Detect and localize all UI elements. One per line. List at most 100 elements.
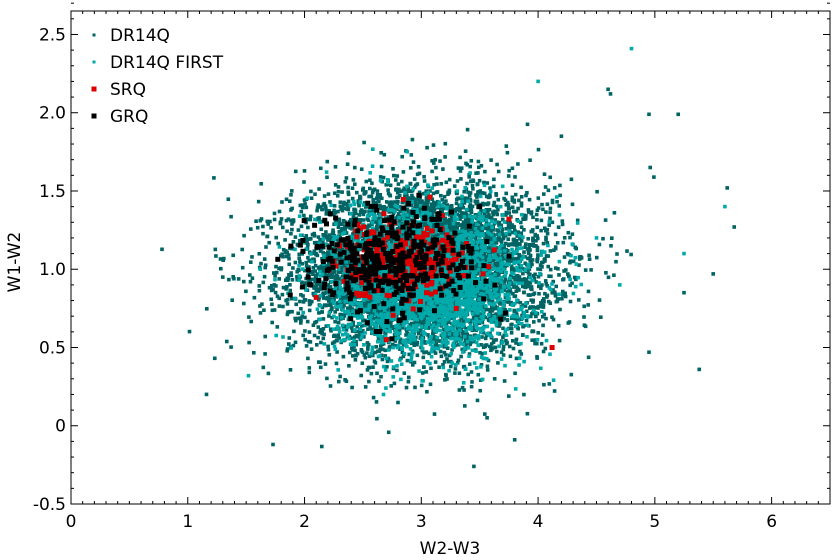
data-point bbox=[548, 267, 553, 272]
data-point bbox=[415, 353, 420, 358]
data-point bbox=[513, 175, 517, 179]
data-point bbox=[355, 334, 360, 338]
data-point bbox=[540, 333, 545, 337]
data-point bbox=[308, 217, 312, 222]
data-point bbox=[434, 319, 439, 323]
data-point bbox=[554, 299, 559, 304]
data-point bbox=[319, 340, 323, 345]
data-point bbox=[281, 304, 285, 309]
data-point bbox=[558, 183, 562, 188]
data-point bbox=[303, 202, 307, 206]
data-point bbox=[314, 251, 318, 256]
data-point bbox=[212, 176, 216, 180]
data-point bbox=[582, 304, 586, 309]
data-point bbox=[531, 236, 535, 241]
data-point bbox=[338, 204, 343, 209]
data-point bbox=[471, 316, 476, 320]
data-point bbox=[502, 316, 507, 321]
data-point bbox=[535, 208, 540, 212]
data-point bbox=[519, 239, 524, 243]
data-point bbox=[515, 312, 519, 317]
data-point bbox=[346, 192, 351, 197]
data-point bbox=[487, 344, 492, 349]
data-point bbox=[586, 355, 591, 360]
data-point bbox=[432, 412, 437, 416]
data-point bbox=[317, 216, 321, 220]
data-point bbox=[441, 221, 445, 225]
data-point bbox=[360, 243, 364, 248]
data-point bbox=[307, 265, 311, 269]
data-point bbox=[335, 350, 339, 354]
data-point bbox=[583, 324, 588, 329]
data-point bbox=[304, 234, 309, 238]
data-point bbox=[519, 195, 524, 199]
data-point bbox=[315, 217, 319, 222]
data-point bbox=[390, 201, 395, 206]
data-point bbox=[344, 176, 349, 180]
data-point bbox=[318, 282, 323, 287]
data-point bbox=[345, 306, 350, 310]
data-point bbox=[397, 189, 402, 194]
data-point bbox=[535, 225, 539, 230]
data-point bbox=[271, 287, 275, 292]
data-point bbox=[367, 209, 371, 214]
data-point bbox=[256, 199, 261, 204]
data-point bbox=[315, 208, 319, 213]
data-point bbox=[380, 196, 384, 201]
data-point bbox=[287, 273, 291, 277]
data-point bbox=[289, 231, 293, 236]
data-point bbox=[528, 158, 532, 162]
data-point bbox=[501, 344, 506, 349]
data-point bbox=[319, 247, 324, 251]
data-point bbox=[316, 203, 321, 207]
data-point bbox=[407, 196, 411, 200]
data-point bbox=[541, 241, 546, 246]
data-point bbox=[299, 293, 303, 297]
data-point bbox=[492, 233, 496, 237]
data-point bbox=[511, 339, 515, 343]
data-point bbox=[458, 155, 462, 160]
data-point bbox=[468, 197, 473, 202]
data-point bbox=[488, 226, 493, 231]
data-point bbox=[544, 316, 548, 321]
data-point bbox=[259, 182, 263, 186]
data-point bbox=[420, 322, 424, 326]
data-point bbox=[462, 224, 466, 229]
data-point bbox=[539, 304, 543, 309]
data-point bbox=[452, 184, 457, 188]
data-point bbox=[553, 246, 558, 251]
data-point bbox=[364, 190, 368, 194]
data-point bbox=[311, 272, 315, 276]
data-point bbox=[361, 212, 366, 217]
data-point bbox=[247, 315, 251, 319]
data-point bbox=[544, 235, 548, 240]
data-point bbox=[480, 351, 485, 356]
data-point bbox=[465, 196, 470, 201]
data-point bbox=[437, 339, 441, 343]
data-point bbox=[327, 353, 332, 357]
data-point bbox=[510, 205, 515, 210]
data-point bbox=[355, 324, 359, 329]
data-point bbox=[556, 267, 560, 271]
data-point bbox=[496, 314, 500, 319]
data-point bbox=[483, 202, 488, 206]
data-point bbox=[477, 189, 481, 194]
data-point bbox=[524, 318, 529, 323]
data-point bbox=[508, 290, 513, 294]
data-point bbox=[535, 256, 540, 261]
data-point bbox=[338, 374, 342, 379]
data-point bbox=[566, 230, 571, 235]
data-point bbox=[281, 225, 285, 230]
data-point bbox=[227, 277, 231, 282]
data-point bbox=[481, 203, 486, 207]
data-point bbox=[295, 274, 299, 279]
data-point bbox=[273, 290, 278, 295]
data-point bbox=[415, 182, 420, 186]
data-point bbox=[504, 144, 509, 148]
data-point bbox=[371, 365, 375, 369]
data-point bbox=[337, 219, 342, 223]
data-point bbox=[322, 194, 327, 198]
data-point bbox=[320, 331, 324, 336]
data-point bbox=[383, 354, 387, 358]
data-point bbox=[442, 201, 446, 206]
